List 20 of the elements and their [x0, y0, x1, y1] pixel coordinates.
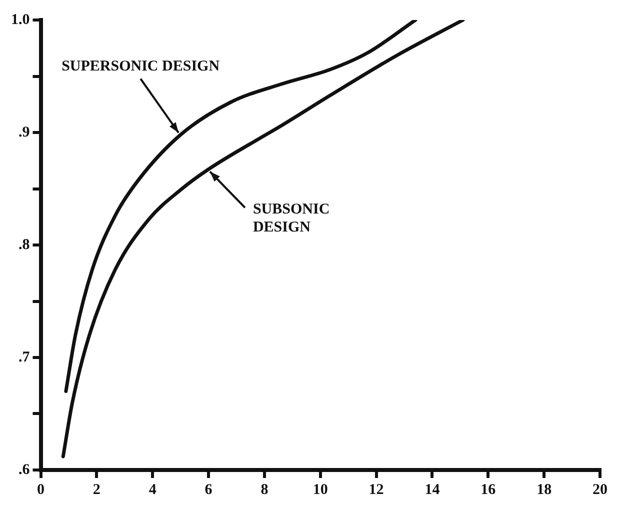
line-series [61, 20, 465, 458]
x-tick-label: 12 [368, 482, 384, 498]
x-tick-label: 6 [204, 482, 213, 498]
x-tick-label: 10 [312, 482, 328, 498]
x-tick-label: 8 [260, 482, 268, 498]
annotation: SUBSONIC DESIGN [252, 202, 330, 236]
y-tick-label: .7 [18, 349, 30, 366]
y-tick-label: .9 [18, 124, 30, 140]
x-tick-label: 18 [536, 482, 552, 498]
y-tick-label: .8 [18, 236, 30, 253]
annotation: SUPERSONIC DESIGN [62, 58, 220, 75]
x-tick-label: 0 [37, 482, 44, 498]
x-tick-label: 20 [592, 482, 608, 498]
x-tick-label: 16 [480, 482, 496, 498]
x-tick-label: 2 [92, 482, 100, 498]
line-series [64, 20, 418, 393]
y-tick-label: 1.0 [11, 12, 30, 28]
x-tick-label: 14 [424, 482, 440, 498]
x-tick-label: 4 [148, 482, 157, 498]
y-tick-label: .6 [18, 462, 30, 478]
